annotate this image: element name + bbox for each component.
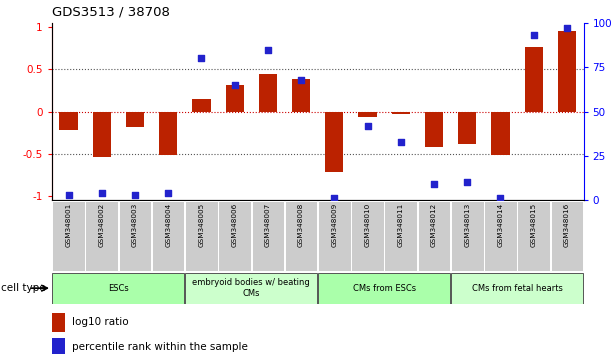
Bar	[52, 313, 65, 332]
FancyBboxPatch shape	[451, 201, 483, 271]
Text: GSM348012: GSM348012	[431, 203, 437, 247]
Text: GSM348010: GSM348010	[365, 203, 370, 247]
Text: GDS3513 / 38708: GDS3513 / 38708	[52, 5, 170, 18]
Text: GSM348002: GSM348002	[99, 203, 104, 247]
Text: GSM348006: GSM348006	[232, 203, 238, 247]
Point	[163, 190, 173, 196]
Point	[64, 192, 73, 198]
Text: CMs from ESCs: CMs from ESCs	[353, 284, 415, 293]
Bar	[325, 112, 343, 172]
FancyBboxPatch shape	[185, 201, 218, 271]
Bar	[292, 80, 310, 112]
FancyBboxPatch shape	[351, 201, 384, 271]
Point	[130, 192, 140, 198]
Point	[329, 195, 339, 201]
FancyBboxPatch shape	[451, 273, 583, 304]
Point	[529, 33, 538, 38]
Text: GSM348009: GSM348009	[331, 203, 337, 247]
Text: GSM348013: GSM348013	[464, 203, 470, 247]
Point	[429, 181, 439, 187]
FancyBboxPatch shape	[384, 201, 417, 271]
Text: GSM348001: GSM348001	[65, 203, 71, 247]
Point	[263, 47, 273, 52]
FancyBboxPatch shape	[119, 201, 152, 271]
Text: GSM348005: GSM348005	[199, 203, 205, 247]
Point	[296, 77, 306, 82]
Text: GSM348007: GSM348007	[265, 203, 271, 247]
Bar	[59, 112, 78, 130]
FancyBboxPatch shape	[318, 201, 351, 271]
Bar	[159, 112, 177, 155]
Bar	[491, 112, 510, 155]
Text: GSM348008: GSM348008	[298, 203, 304, 247]
Text: log10 ratio: log10 ratio	[72, 317, 129, 327]
Bar	[52, 338, 65, 354]
Point	[230, 82, 240, 88]
Point	[562, 25, 572, 31]
Text: embryoid bodies w/ beating
CMs: embryoid bodies w/ beating CMs	[192, 279, 310, 298]
Text: CMs from fetal hearts: CMs from fetal hearts	[472, 284, 563, 293]
Text: percentile rank within the sample: percentile rank within the sample	[72, 342, 248, 352]
Text: GSM348014: GSM348014	[497, 203, 503, 247]
FancyBboxPatch shape	[518, 201, 550, 271]
Bar	[392, 112, 410, 114]
Bar	[359, 112, 377, 118]
FancyBboxPatch shape	[218, 201, 251, 271]
Point	[97, 190, 107, 196]
Point	[396, 139, 406, 144]
Text: GSM348003: GSM348003	[132, 203, 138, 247]
Point	[197, 56, 207, 61]
Bar	[93, 112, 111, 157]
Bar	[524, 47, 543, 112]
Bar	[192, 99, 211, 112]
FancyBboxPatch shape	[53, 273, 185, 304]
FancyBboxPatch shape	[86, 201, 118, 271]
FancyBboxPatch shape	[318, 273, 450, 304]
Text: GSM348011: GSM348011	[398, 203, 404, 247]
FancyBboxPatch shape	[551, 201, 583, 271]
Bar	[225, 85, 244, 112]
Bar	[258, 74, 277, 112]
FancyBboxPatch shape	[53, 201, 85, 271]
FancyBboxPatch shape	[418, 201, 450, 271]
Bar	[126, 112, 144, 127]
Bar	[458, 112, 477, 143]
FancyBboxPatch shape	[185, 273, 317, 304]
Bar	[558, 32, 576, 112]
Text: GSM348016: GSM348016	[564, 203, 570, 247]
Point	[463, 179, 472, 185]
FancyBboxPatch shape	[484, 201, 517, 271]
FancyBboxPatch shape	[152, 201, 185, 271]
Point	[363, 123, 373, 129]
FancyBboxPatch shape	[285, 201, 317, 271]
Text: GSM348004: GSM348004	[165, 203, 171, 247]
Text: GSM348015: GSM348015	[531, 203, 536, 247]
Text: ESCs: ESCs	[108, 284, 129, 293]
Bar	[425, 112, 443, 147]
Point	[496, 195, 505, 201]
Text: cell type: cell type	[1, 283, 45, 293]
FancyBboxPatch shape	[252, 201, 284, 271]
